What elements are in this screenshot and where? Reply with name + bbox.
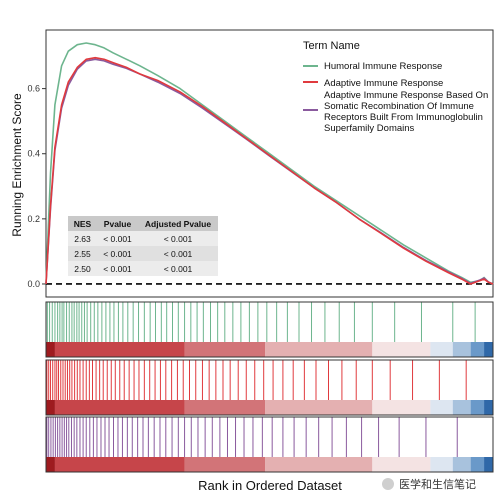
rank-segment [452,342,471,357]
table-cell-text: 2.63 [74,234,91,244]
table-header-cell [138,216,218,231]
table-cell [97,246,138,261]
line-humoral [45,42,494,285]
table-cell [97,261,138,276]
wechat-icon [382,478,394,490]
rank-segment [46,457,55,472]
rank-segment [54,342,185,357]
rank-segment [265,400,373,415]
legend-label-somatic: Adaptive Immune Response Based On Somatic… [324,90,488,134]
table-cell-text: < 0.001 [103,249,132,259]
hit-panel-frame [45,359,494,416]
table-cell-text: < 0.001 [164,234,193,244]
table-cell [68,261,97,276]
y-axis: 0.0 0.2 0.4 0.6 [27,84,46,289]
rank-segment [46,400,55,415]
rank-segment [484,400,493,415]
table-header-text: Adjusted Pvalue [145,219,211,229]
rank-segment [184,400,266,415]
rank-segment [372,342,431,357]
hit-panel-frame [45,416,494,473]
table-cell [138,231,218,246]
rank-segment [372,457,431,472]
y-tick-label: 0.6 [27,84,40,94]
stats-table: NES Pvalue Adjusted Pvalue 2.63 < 0.001 < 0.0… [68,216,218,276]
table-cell-text: 2.50 [74,264,91,274]
legend-label-humoral: Humoral Immune Response [324,61,442,72]
rank-segment [484,457,493,472]
legend-title: Term Name [303,40,360,52]
hit-panel-humoral [45,301,494,358]
rank-segment [184,342,266,357]
hit-panel-adaptive [45,359,494,416]
table-cell-text: < 0.001 [103,234,132,244]
rank-segment [430,400,453,415]
table-cell [68,246,97,261]
hit-panels [45,301,494,473]
rank-segment [470,457,485,472]
legend: Term Name Humoral Immune Response Adapti… [303,40,488,134]
rank-segment [470,400,485,415]
table-header-text: NES [74,219,92,229]
table-cell [68,231,97,246]
table-cell-text: 2.55 [74,249,91,259]
rank-segment [470,342,485,357]
watermark-text: 医学和生信笔记 [399,477,476,491]
table-cell [138,261,218,276]
line-adaptive [45,56,494,285]
table-cell [138,246,218,261]
y-axis-label: Running Enrichment Score [10,93,24,237]
rank-segment [46,342,55,357]
table-header-cell [68,216,97,231]
rank-segment [265,342,373,357]
table-cell-text: < 0.001 [164,249,193,259]
watermark: 医学和生信笔记 [382,477,476,491]
table-cell-text: < 0.001 [164,264,193,274]
hit-panel-somatic [45,416,494,473]
table-header-cell [97,216,138,231]
y-tick-label: 0.4 [27,149,40,159]
x-axis-label: Rank in Ordered Dataset [198,478,342,493]
legend-label-adaptive: Adaptive Immune Response [324,78,443,89]
rank-segment [452,400,471,415]
rank-segment [265,457,373,472]
rank-segment [54,400,185,415]
rank-segment [452,457,471,472]
hit-panel-frame [45,301,494,358]
y-tick-label: 0.0 [27,279,40,289]
table-header-text: Pvalue [104,219,132,229]
rank-segment [430,457,453,472]
rank-segment [184,457,266,472]
table-cell-text: < 0.001 [103,264,132,274]
enrichment-lines [45,42,494,285]
rank-segment [372,400,431,415]
rank-segment [430,342,453,357]
rank-segment [54,457,185,472]
rank-segment [484,342,493,357]
table-cell [97,231,138,246]
y-tick-label: 0.2 [27,214,40,224]
